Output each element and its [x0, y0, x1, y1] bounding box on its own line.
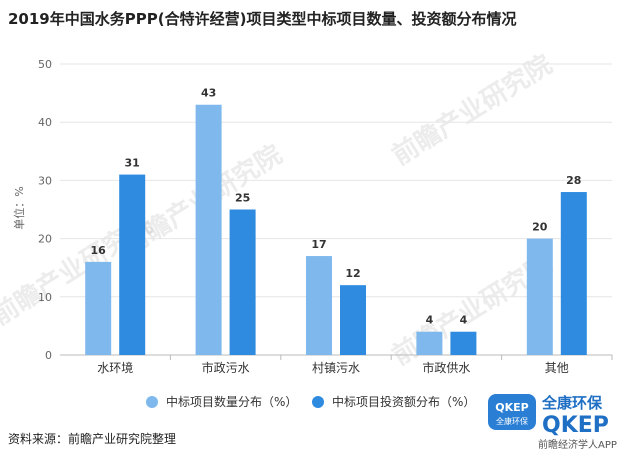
x-tick-label: 其他	[545, 361, 569, 375]
data-labels: 16 31 43 25 17 12 4 4 20 28	[91, 87, 582, 327]
logo-tagline: 前瞻经济学人APP	[538, 438, 617, 451]
legend-label: 中标项目数量分布（%）	[166, 394, 297, 409]
logo-name-cn: 全康环保	[541, 394, 603, 412]
bar-1	[416, 331, 443, 355]
legend-marker	[312, 396, 324, 408]
data-label: 25	[235, 192, 250, 205]
data-label: 4	[460, 314, 468, 327]
bar-2	[560, 192, 587, 355]
x-tick-label: 水环境	[97, 360, 133, 375]
x-tick-label: 村镇污水	[312, 361, 360, 375]
y-axis-ticks: 0 10 20 30 40 50	[38, 58, 52, 362]
data-label: 16	[91, 244, 107, 257]
data-label: 4	[426, 314, 434, 327]
data-label: 43	[201, 87, 216, 100]
y-tick-label: 20	[38, 233, 52, 246]
bar-2	[229, 209, 256, 355]
chart-title: 2019年中国水务PPP(合特许经营)项目类型中标项目数量、投资额分布情况	[8, 10, 517, 28]
bar-1	[195, 104, 222, 356]
legend-marker	[146, 396, 158, 408]
y-tick-label: 0	[45, 349, 52, 362]
logo-badge-top: QKEP	[495, 401, 528, 414]
bars	[85, 104, 587, 356]
logo-badge-bottom: 全康环保	[496, 416, 528, 426]
x-tick-label: 市政污水	[202, 360, 250, 375]
bar-2	[340, 285, 366, 355]
legend: 中标项目数量分布（%） 中标项目投资额分布（%）	[146, 394, 475, 409]
logo-name-en: QKEP	[542, 413, 609, 438]
data-label: 20	[532, 221, 548, 234]
y-axis-label: 单位：%	[12, 186, 26, 229]
y-tick-label: 50	[38, 58, 52, 71]
bar-1	[85, 261, 112, 355]
data-label: 12	[345, 267, 360, 280]
bar-2	[119, 174, 146, 355]
y-tick-label: 30	[38, 174, 52, 187]
data-label: 28	[566, 174, 581, 187]
bar-1	[526, 238, 553, 355]
x-axis-ticks: 水环境 市政污水 村镇污水 市政供水 其他	[97, 355, 613, 375]
data-label: 31	[125, 157, 140, 170]
qkep-logo: QKEP 全康环保 全康环保 QKEP 前瞻经济学人APP	[488, 394, 617, 451]
y-tick-label: 40	[38, 116, 52, 129]
grid-lines	[60, 63, 612, 356]
y-tick-label: 10	[38, 291, 52, 304]
bar-chart: 0 10 20 30 40 50 16 31 43 25 17 12 4 4 20 28 水环境 市政污水 村镇…	[12, 58, 613, 409]
source-note: 资料来源：前瞻产业研究院整理	[8, 432, 177, 446]
bar-1	[306, 256, 332, 355]
bar-2	[450, 331, 477, 355]
data-label: 17	[311, 238, 326, 251]
legend-label: 中标项目投资额分布（%）	[332, 394, 475, 409]
logo-badge	[488, 394, 536, 430]
x-tick-label: 市政供水	[422, 360, 470, 375]
